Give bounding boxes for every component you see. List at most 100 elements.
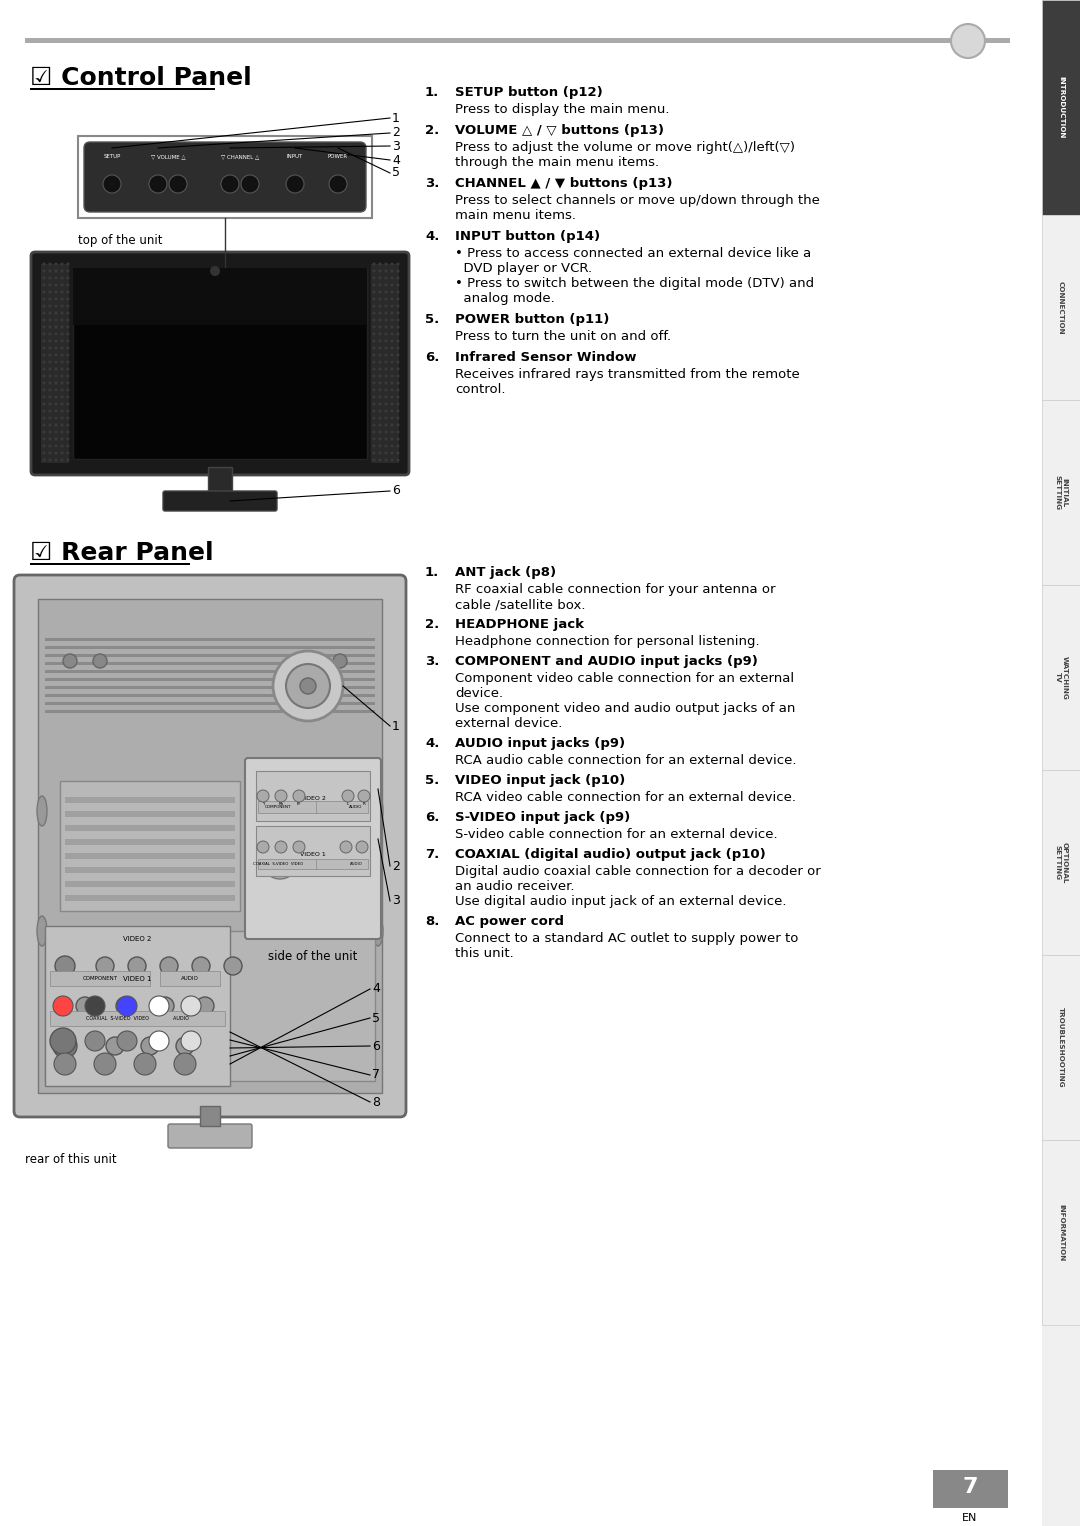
Text: VOLUME △ / ▽ buttons (p13): VOLUME △ / ▽ buttons (p13): [455, 124, 664, 137]
Circle shape: [42, 290, 45, 293]
Circle shape: [384, 325, 388, 328]
Circle shape: [391, 430, 393, 433]
Text: RCA audio cable connection for an external device.: RCA audio cable connection for an extern…: [455, 754, 797, 768]
Bar: [1042, 955, 1080, 1140]
Text: S-video cable connection for an external device.: S-video cable connection for an external…: [455, 829, 778, 841]
Text: this unit.: this unit.: [455, 948, 514, 960]
Circle shape: [67, 284, 69, 287]
Circle shape: [54, 346, 57, 349]
Circle shape: [60, 409, 64, 412]
Bar: [65, 853, 235, 859]
Circle shape: [396, 444, 400, 447]
Circle shape: [300, 678, 316, 694]
Circle shape: [384, 424, 388, 426]
Circle shape: [378, 290, 381, 293]
Circle shape: [378, 319, 381, 322]
Bar: [50, 971, 150, 986]
Text: ▽ CHANNEL △: ▽ CHANNEL △: [221, 154, 259, 159]
Circle shape: [378, 339, 381, 342]
Circle shape: [49, 430, 52, 433]
Circle shape: [373, 444, 376, 447]
Circle shape: [378, 430, 381, 433]
Circle shape: [384, 438, 388, 441]
Text: Receives infrared rays transmitted from the remote: Receives infrared rays transmitted from …: [455, 368, 800, 382]
Circle shape: [396, 452, 400, 455]
Circle shape: [373, 270, 376, 273]
Circle shape: [391, 444, 393, 447]
Bar: [45, 931, 375, 1080]
Circle shape: [293, 841, 305, 853]
Circle shape: [42, 374, 45, 377]
Circle shape: [49, 354, 52, 357]
Circle shape: [42, 276, 45, 279]
Circle shape: [60, 290, 64, 293]
Circle shape: [60, 430, 64, 433]
Circle shape: [391, 311, 393, 314]
Circle shape: [49, 270, 52, 273]
Bar: [45, 678, 375, 681]
Circle shape: [373, 333, 376, 336]
Bar: [933, 1470, 1008, 1508]
Circle shape: [60, 346, 64, 349]
Bar: [160, 971, 220, 986]
Bar: [38, 600, 382, 1093]
Circle shape: [373, 339, 376, 342]
Circle shape: [116, 996, 134, 1015]
Circle shape: [373, 409, 376, 412]
Circle shape: [275, 841, 287, 853]
Text: HEADPHONE jack: HEADPHONE jack: [455, 618, 584, 630]
Text: 3.: 3.: [426, 655, 440, 668]
Bar: [1042, 215, 1080, 400]
Circle shape: [396, 360, 400, 363]
Text: TROUBLESHOOTING: TROUBLESHOOTING: [1058, 1007, 1064, 1088]
Circle shape: [60, 276, 64, 279]
Text: SETUP button (p12): SETUP button (p12): [455, 85, 603, 99]
Circle shape: [60, 262, 64, 266]
Text: L: L: [347, 803, 349, 806]
Circle shape: [373, 311, 376, 314]
Text: EN: EN: [962, 1512, 977, 1523]
Circle shape: [60, 354, 64, 357]
Circle shape: [396, 290, 400, 293]
Circle shape: [378, 346, 381, 349]
Circle shape: [391, 438, 393, 441]
Circle shape: [396, 417, 400, 420]
Circle shape: [42, 360, 45, 363]
Circle shape: [49, 403, 52, 406]
Text: POWER button (p11): POWER button (p11): [455, 313, 609, 327]
Circle shape: [391, 270, 393, 273]
Circle shape: [373, 430, 376, 433]
Bar: [1042, 1140, 1080, 1325]
Circle shape: [94, 1053, 116, 1074]
Ellipse shape: [373, 797, 383, 826]
Circle shape: [42, 438, 45, 441]
Text: AC power cord: AC power cord: [455, 916, 564, 928]
Bar: [65, 839, 235, 845]
Circle shape: [54, 298, 57, 301]
Text: 1.: 1.: [426, 566, 440, 578]
Circle shape: [60, 298, 64, 301]
Circle shape: [49, 374, 52, 377]
Circle shape: [396, 403, 400, 406]
Text: Infrared Sensor Window: Infrared Sensor Window: [455, 351, 636, 365]
Text: device.: device.: [455, 687, 503, 700]
Circle shape: [391, 290, 393, 293]
Circle shape: [54, 438, 57, 441]
Circle shape: [373, 305, 376, 308]
Circle shape: [49, 395, 52, 398]
Text: 5.: 5.: [426, 313, 440, 327]
Circle shape: [396, 409, 400, 412]
Circle shape: [103, 175, 121, 192]
Circle shape: [396, 368, 400, 371]
Circle shape: [396, 395, 400, 398]
Text: Pb: Pb: [279, 803, 284, 806]
Circle shape: [49, 382, 52, 385]
Text: VIDEO input jack (p10): VIDEO input jack (p10): [455, 774, 625, 787]
Circle shape: [67, 382, 69, 385]
Bar: [45, 645, 375, 649]
Circle shape: [67, 452, 69, 455]
Text: CONNECTION: CONNECTION: [1058, 281, 1064, 334]
Text: 6.: 6.: [426, 810, 440, 824]
Circle shape: [391, 339, 393, 342]
Circle shape: [224, 957, 242, 975]
